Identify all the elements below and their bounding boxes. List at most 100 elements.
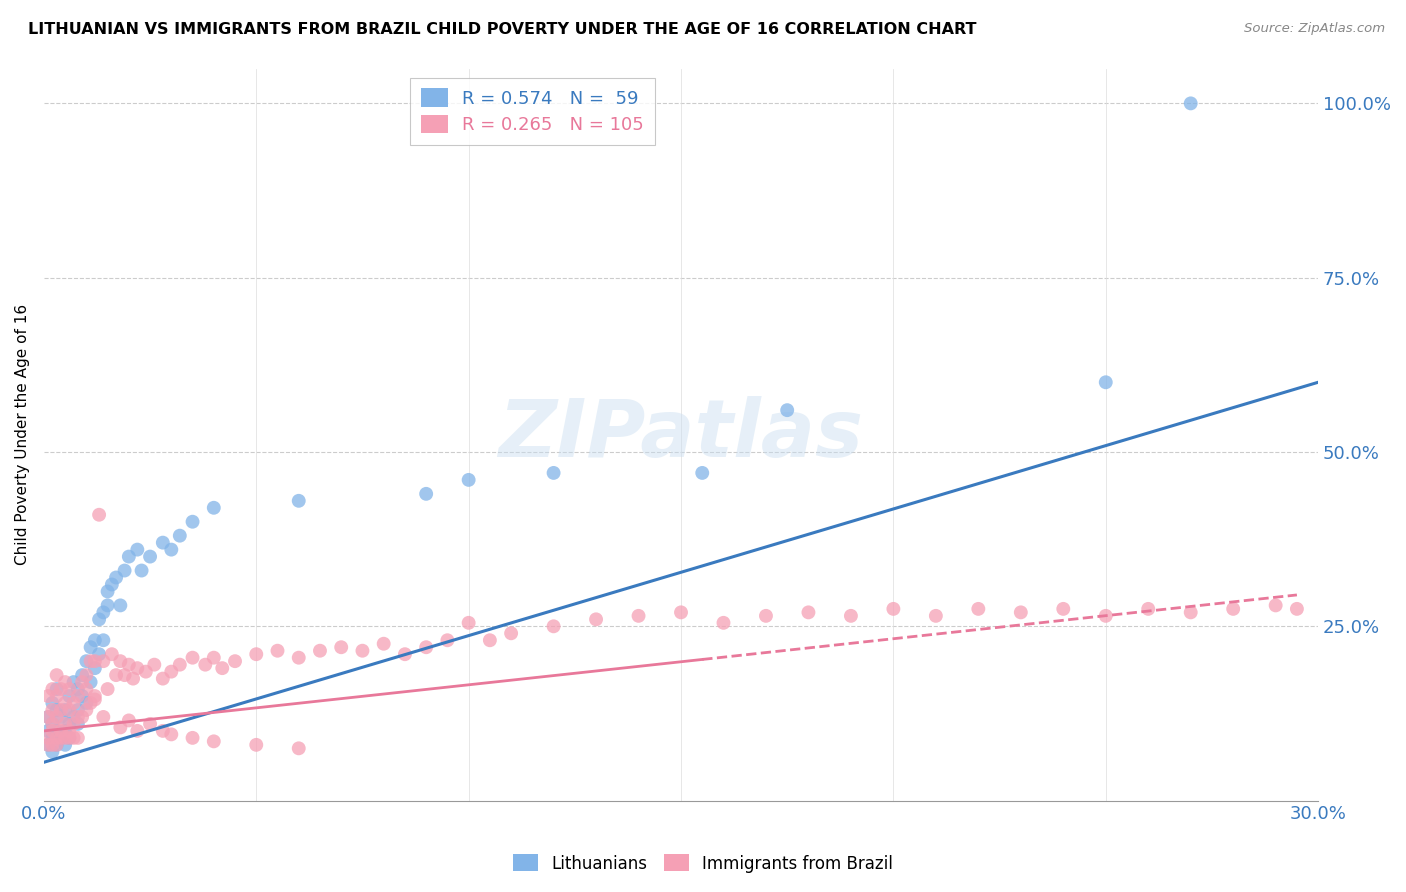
Point (93, 633, 115, 648)
Point (160, 727, 183, 741)
Point (58, 689, 80, 703)
Text: LITHUANIAN VS IMMIGRANTS FROM BRAZIL CHILD POVERTY UNDER THE AGE OF 16 CORRELATI: LITHUANIAN VS IMMIGRANTS FROM BRAZIL CHI… (28, 22, 977, 37)
Point (394, 647, 416, 661)
Point (478, 633, 501, 648)
Point (211, 661, 233, 675)
Point (309, 643, 332, 657)
Point (415, 487, 437, 501)
Point (202, 650, 225, 665)
Point (37, 689, 59, 703)
Point (114, 564, 136, 578)
Point (53, 738, 76, 752)
Point (70, 668, 93, 682)
Point (967, 602, 990, 616)
Point (70, 689, 93, 703)
Point (66, 703, 89, 717)
Point (139, 717, 162, 731)
Point (37, 738, 59, 752)
Point (87, 647, 110, 661)
Point (118, 657, 141, 672)
Point (114, 668, 136, 682)
Point (1264, 599, 1286, 613)
Point (45, 738, 67, 752)
Point (83, 654, 105, 668)
Point (152, 672, 174, 686)
Point (53, 696, 76, 710)
Point (79, 675, 101, 690)
Point (669, 606, 692, 620)
Point (776, 403, 799, 417)
Point (101, 647, 124, 661)
Point (66, 689, 89, 703)
Point (41, 723, 63, 738)
Point (194, 657, 217, 672)
Point (127, 542, 149, 557)
Point (1010, 606, 1032, 620)
Point (83, 661, 105, 675)
Point (87, 612, 110, 626)
Point (37, 710, 59, 724)
Point (70, 675, 93, 690)
Legend: Lithuanians, Immigrants from Brazil: Lithuanians, Immigrants from Brazil (506, 847, 900, 880)
Point (83, 633, 105, 648)
Point (266, 643, 288, 657)
Point (118, 549, 141, 564)
Text: Source: ZipAtlas.com: Source: ZipAtlas.com (1244, 22, 1385, 36)
Point (543, 466, 565, 480)
Point (62, 710, 84, 724)
Point (45, 689, 67, 703)
Point (93, 606, 115, 620)
Point (49, 703, 72, 717)
Point (1094, 608, 1116, 623)
Point (75, 681, 97, 696)
Point (41, 681, 63, 696)
Point (152, 535, 174, 549)
Point (287, 493, 309, 508)
Point (58, 681, 80, 696)
Y-axis label: Child Poverty Under the Age of 16: Child Poverty Under the Age of 16 (15, 304, 30, 566)
Point (45, 703, 67, 717)
Point (41, 717, 63, 731)
Point (797, 606, 820, 620)
Point (79, 640, 101, 655)
Point (181, 515, 204, 529)
Point (45, 668, 67, 682)
Point (1222, 602, 1244, 616)
Point (882, 602, 904, 616)
Point (41, 703, 63, 717)
Point (105, 570, 128, 584)
Point (97, 599, 120, 613)
Point (1180, 606, 1202, 620)
Point (135, 665, 157, 679)
Point (49, 681, 72, 696)
Point (127, 661, 149, 675)
Point (152, 723, 174, 738)
Point (245, 738, 267, 752)
Point (224, 654, 246, 668)
Point (83, 692, 105, 706)
Point (1180, 96, 1202, 111)
Point (1137, 602, 1160, 616)
Point (131, 564, 153, 578)
Point (37, 731, 59, 745)
Point (202, 500, 225, 515)
Point (97, 681, 120, 696)
Point (110, 654, 132, 668)
Point (457, 615, 479, 630)
Point (62, 717, 84, 731)
Point (755, 608, 778, 623)
Point (627, 608, 650, 623)
Point (436, 633, 458, 648)
Point (66, 710, 89, 724)
Point (160, 665, 183, 679)
Point (1285, 602, 1308, 616)
Point (585, 612, 607, 626)
Point (839, 608, 862, 623)
Point (925, 608, 948, 623)
Point (75, 703, 97, 717)
Point (62, 696, 84, 710)
Point (245, 647, 267, 661)
Point (352, 643, 374, 657)
Point (75, 696, 97, 710)
Point (101, 577, 124, 591)
